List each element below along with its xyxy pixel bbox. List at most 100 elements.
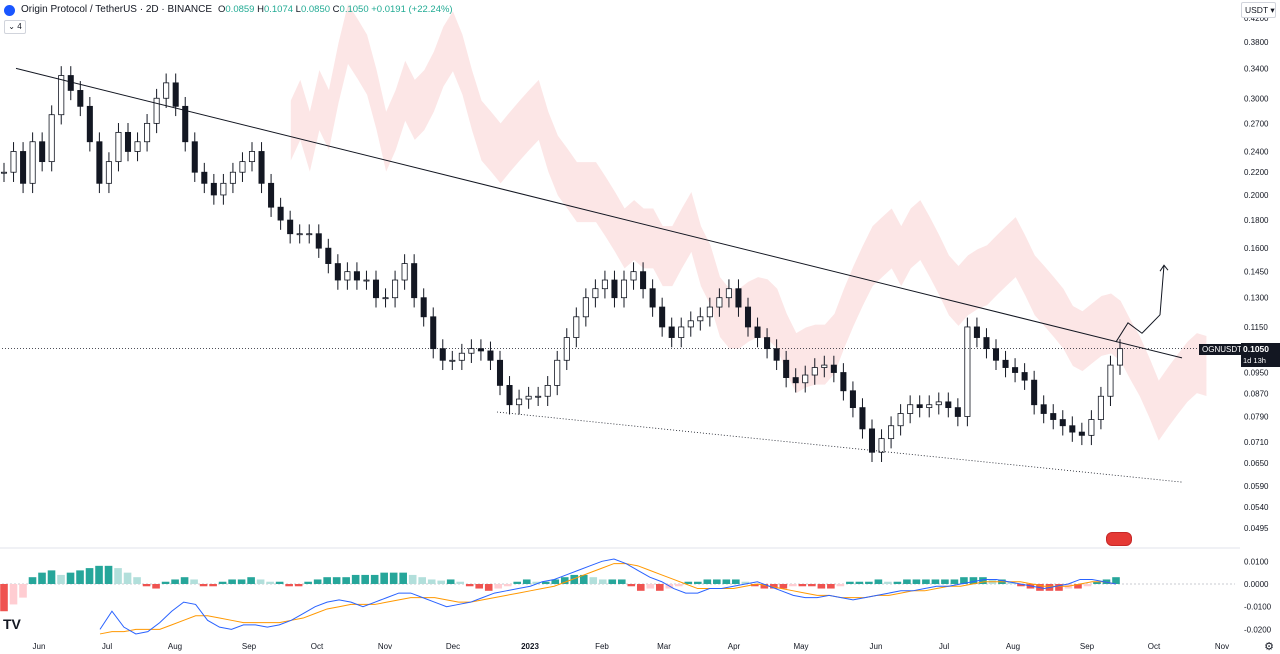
x-tick-label: Nov — [1215, 642, 1229, 651]
macd-histogram-bar — [237, 579, 246, 584]
candle — [735, 288, 742, 308]
candle — [783, 359, 790, 378]
candle — [306, 233, 313, 236]
candle — [105, 161, 112, 184]
collapse-indicators-button[interactable]: ⌄ 4 — [4, 20, 26, 34]
price-tick-label: 0.1450 — [1244, 268, 1269, 277]
x-tick-label: Dec — [446, 642, 460, 651]
price-tick-label: 0.2700 — [1244, 119, 1269, 128]
candle — [525, 395, 532, 400]
macd-histogram-bar — [522, 579, 531, 584]
macd-histogram-bar — [418, 577, 426, 584]
macd-histogram-bar — [751, 584, 759, 587]
macd-histogram-bar — [836, 584, 845, 587]
macd-histogram-bar — [275, 581, 284, 584]
macd-histogram-bar — [133, 577, 141, 584]
candle — [821, 364, 828, 368]
candle — [1040, 404, 1047, 414]
us-flag-event-icon[interactable] — [1106, 532, 1132, 546]
candle — [10, 151, 17, 173]
candle — [77, 90, 84, 107]
macd-histogram-bar — [361, 574, 369, 584]
macd-histogram-bar — [741, 581, 750, 584]
macd-histogram-bar — [408, 574, 417, 584]
macd-histogram-bar — [342, 577, 350, 584]
candle — [430, 316, 437, 350]
candle — [1059, 419, 1066, 427]
symbol-title[interactable]: Origin Protocol / TetherUS · 2D · BINANC… — [21, 4, 212, 15]
price-tick-label: 0.0870 — [1244, 389, 1269, 398]
candle — [296, 233, 303, 236]
macd-histogram-bar — [66, 572, 75, 584]
candle — [1097, 395, 1104, 420]
price-tick-label: 0.1300 — [1244, 294, 1269, 303]
macd-histogram-bar — [370, 574, 379, 584]
candle — [353, 271, 360, 281]
macd-histogram-bar — [636, 584, 645, 591]
candle — [954, 407, 961, 417]
macd-histogram-bar — [256, 579, 265, 584]
macd-histogram-bar — [475, 584, 484, 589]
candle — [916, 404, 923, 409]
macd-histogram-bar — [456, 581, 465, 584]
x-tick-label: May — [793, 642, 808, 651]
macd-histogram-bar — [513, 581, 522, 584]
ticker-label: OGNUSDT — [1199, 344, 1245, 355]
candle — [630, 271, 637, 281]
macd-histogram-bar — [161, 581, 170, 584]
macd-histogram-bar — [465, 584, 474, 587]
projection-path — [1115, 265, 1165, 343]
macd-histogram-bar — [703, 579, 712, 584]
candle — [1031, 379, 1038, 406]
candle — [1107, 364, 1114, 397]
macd-histogram-bar — [427, 579, 436, 584]
candle — [1050, 413, 1057, 420]
macd-histogram-bar — [579, 574, 588, 584]
candle — [859, 407, 866, 430]
macd-histogram-bar — [770, 584, 778, 589]
macd-histogram-bar — [617, 579, 626, 584]
candle — [420, 297, 427, 318]
candle — [287, 219, 294, 235]
candle — [182, 105, 189, 143]
candle — [992, 348, 1000, 361]
macd-histogram-bar — [789, 584, 797, 587]
candle — [659, 306, 666, 328]
price-tick-label: 0.3800 — [1244, 38, 1269, 47]
macd-histogram-bar — [104, 565, 113, 584]
candle — [144, 122, 151, 143]
price-tick-label: 0.0495 — [1244, 524, 1269, 533]
candle — [1078, 431, 1085, 436]
x-tick-label: Aug — [168, 642, 182, 651]
projection-arrow-icon — [1159, 264, 1169, 272]
macd-histogram-bar — [675, 584, 683, 587]
macd-histogram-bar — [732, 579, 740, 584]
macd-histogram-bar — [855, 581, 864, 584]
x-tick-label: Oct — [1148, 642, 1161, 651]
candle — [973, 326, 980, 338]
currency-select[interactable]: USDT ▾ — [1241, 2, 1276, 18]
x-tick-label: Jun — [33, 642, 46, 651]
macd-histogram-bar — [218, 581, 227, 584]
macd-histogram-bar — [846, 581, 854, 584]
x-tick-label: 2023 — [521, 642, 539, 651]
candle — [229, 171, 236, 184]
candle — [706, 306, 713, 318]
candle — [239, 161, 246, 173]
gear-icon[interactable]: ⚙ — [1264, 641, 1274, 653]
macd-histogram-bar — [446, 579, 455, 584]
macd-histogram-bar — [389, 572, 398, 584]
symbol-header: Origin Protocol / TetherUS · 2D · BINANC… — [4, 3, 453, 17]
macd-histogram-bar — [19, 584, 27, 598]
macd-histogram-bar — [351, 574, 360, 584]
candle — [277, 206, 284, 221]
tradingview-logo-icon[interactable]: TV — [3, 616, 21, 632]
macd-histogram-bar — [1017, 584, 1025, 587]
candle — [1012, 367, 1019, 373]
candle — [115, 131, 122, 163]
candle — [458, 352, 465, 361]
macd-histogram-bar — [503, 584, 512, 587]
macd-histogram-bar — [332, 577, 341, 584]
macd-histogram-bar — [114, 568, 122, 584]
